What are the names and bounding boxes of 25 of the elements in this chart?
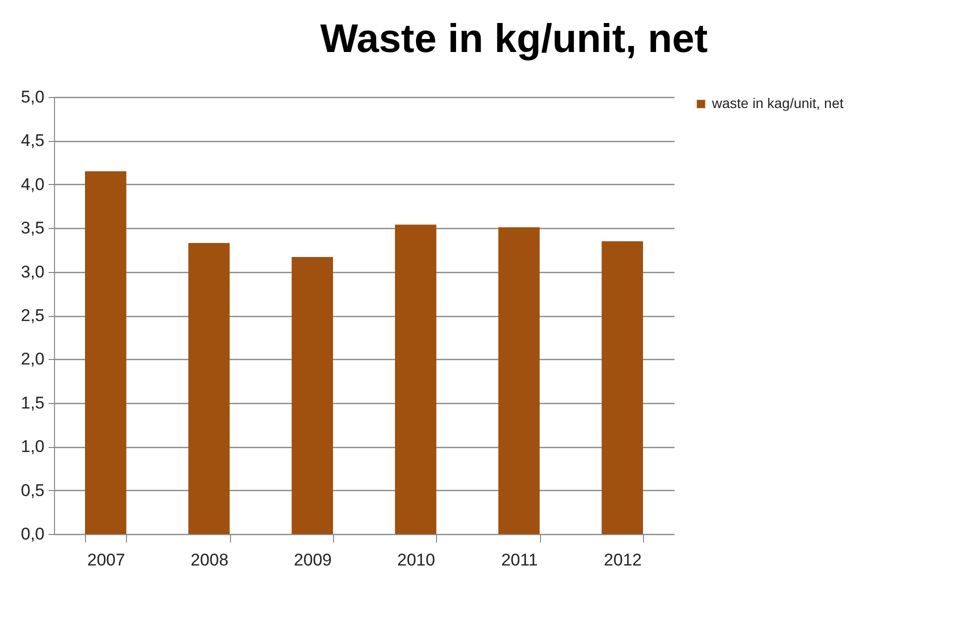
bar [602,241,643,534]
y-tick-label: 1,5 [20,393,44,412]
chart-title: Waste in kg/unit, net [320,17,708,61]
bar [85,171,126,534]
x-tick-label: 2008 [190,550,228,570]
y-tick-label: 2,0 [20,350,44,369]
bar [395,224,436,534]
bar [498,227,540,534]
x-tick-label: 2012 [604,550,642,570]
y-tick-label: 3,5 [20,218,44,238]
x-tick-label: 2010 [397,550,436,570]
x-tick-label: 2011 [501,550,538,570]
bar [292,256,333,534]
bar [188,242,230,534]
y-tick-label: 1,0 [20,437,44,456]
y-tick-label: 3,0 [20,262,44,282]
y-tick-label: 0,0 [20,524,44,544]
y-tick-label: 5,0 [20,88,44,106]
y-tick-label: 2,5 [20,306,44,325]
y-tick-label: 0,5 [20,480,44,500]
y-tick-label: 4,5 [20,131,44,150]
y-tick-label: 4,0 [20,174,44,194]
x-tick-label: 2009 [294,550,332,570]
legend-label: waste in kag/unit, net [711,95,844,111]
x-tick-label: 2007 [87,550,126,570]
